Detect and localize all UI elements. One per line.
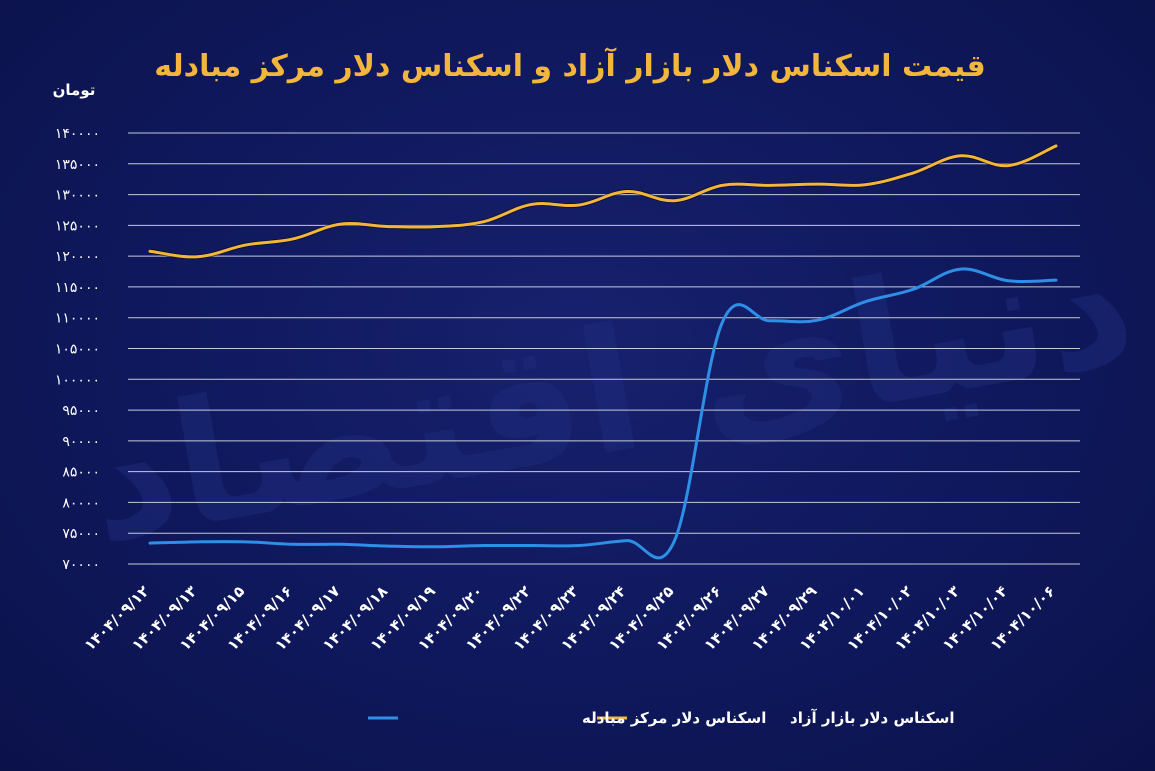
y-tick-label: ۷۰۰۰۰ bbox=[62, 557, 100, 573]
y-tick-label: ۱۳۰۰۰۰ bbox=[55, 188, 100, 204]
y-tick-label: ۱۲۰۰۰۰ bbox=[55, 249, 100, 265]
y-tick-label: ۱۰۵۰۰۰ bbox=[55, 342, 100, 358]
legend: اسکناس دلار بازار آزاد اسکناس دلار مرکز م… bbox=[368, 709, 955, 727]
x-axis-ticks: ۱۴۰۴/۰۹/۱۲۱۴۰۴/۰۹/۱۳۱۴۰۴/۰۹/۱۵۱۴۰۴/۰۹/۱۶… bbox=[81, 582, 1059, 654]
y-tick-label: ۹۵۰۰۰ bbox=[62, 403, 100, 419]
y-tick-label: ۱۱۰۰۰۰ bbox=[55, 311, 100, 327]
watermark-text: دنیای اقتصاد bbox=[72, 204, 1147, 583]
y-axis-ticks: ۷۰۰۰۰ ۷۵۰۰۰ ۸۰۰۰۰ ۸۵۰۰۰ ۹۰۰۰۰ ۹۵۰۰۰ ۱۰۰۰۰۰ ۱۰۵۰… bbox=[55, 126, 100, 573]
y-tick-label: ۷۵۰۰۰ bbox=[62, 526, 100, 542]
y-tick-label: ۹۰۰۰۰ bbox=[62, 434, 100, 450]
chart-title: قیمت اسکناس دلار بازار آزاد و اسکناس دلا… bbox=[154, 47, 986, 84]
series-lines bbox=[148, 143, 1058, 560]
series-line-free-market bbox=[148, 144, 1058, 259]
legend-label-free-market: اسکناس دلار بازار آزاد bbox=[790, 709, 955, 727]
y-tick-label: ۱۲۵۰۰۰ bbox=[55, 218, 100, 234]
y-tick-label: ۱۱۵۰۰۰ bbox=[55, 280, 100, 296]
y-tick-label: ۱۰۰۰۰۰ bbox=[55, 372, 100, 388]
y-tick-label: ۸۰۰۰۰ bbox=[62, 495, 100, 511]
y-axis-unit-label: تومان bbox=[53, 81, 96, 99]
grid-lines bbox=[128, 132, 1080, 565]
legend-label-exchange-center: اسکناس دلار مرکز مبادله bbox=[582, 709, 766, 727]
y-tick-label: ۱۴۰۰۰۰ bbox=[55, 126, 100, 142]
y-tick-label: ۸۵۰۰۰ bbox=[62, 465, 100, 481]
series-line-exchange-center bbox=[148, 267, 1058, 560]
y-tick-label: ۱۳۵۰۰۰ bbox=[55, 157, 100, 173]
